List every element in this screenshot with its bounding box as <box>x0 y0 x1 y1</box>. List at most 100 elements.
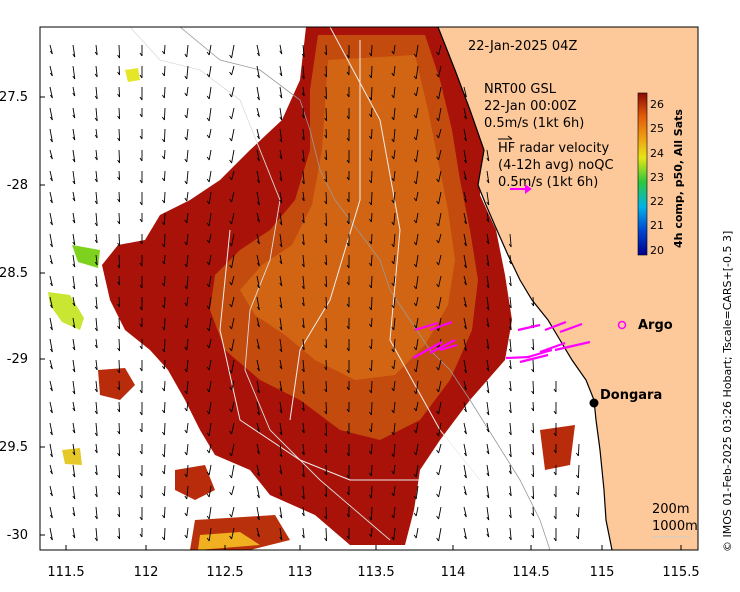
model-current-arrowhead <box>346 71 350 76</box>
model-current-arrow <box>208 149 212 161</box>
model-current-arrow <box>208 107 212 122</box>
model-current-arrowhead <box>162 492 165 497</box>
model-current-arrowhead <box>464 347 467 352</box>
model-current-arrow <box>279 191 283 204</box>
model-current-arrow <box>231 380 235 391</box>
model-current-arrowhead <box>413 495 417 500</box>
model-current-arrowhead <box>279 348 283 353</box>
model-current-arrow <box>95 65 98 78</box>
model-current-arrow <box>186 317 189 329</box>
model-current-arrowhead <box>391 365 395 370</box>
model-current-arrow <box>415 191 419 202</box>
y-tick: -28.5 <box>0 266 28 281</box>
model-current-arrowhead <box>162 409 165 414</box>
model-current-arrow <box>49 44 53 55</box>
model-current-arrow <box>486 422 490 433</box>
model-current-arrowhead <box>346 474 350 479</box>
model-current-arrow <box>256 338 260 350</box>
model-current-arrow <box>532 296 535 307</box>
model-current-arrowhead <box>184 407 188 412</box>
model-current-arrowhead <box>508 514 512 519</box>
model-current-arrowhead <box>72 197 76 202</box>
model-current-arrow <box>509 527 512 541</box>
model-current-arrowhead <box>206 305 210 310</box>
model-current-arrowhead <box>139 494 143 499</box>
model-current-arrow <box>256 380 260 394</box>
model-current-arrow <box>486 401 490 416</box>
model-current-arrowhead <box>413 534 417 539</box>
model-current-arrow <box>438 485 442 498</box>
model-current-arrow <box>509 443 512 458</box>
model-current-arrowhead <box>139 411 143 416</box>
model-current-arrow <box>370 65 373 79</box>
model-current-arrow <box>393 128 396 143</box>
model-current-arrowhead <box>346 115 350 120</box>
model-current-arrowhead <box>162 221 165 226</box>
model-current-arrow <box>302 149 305 163</box>
model-current-arrowhead <box>324 200 327 205</box>
contour-200m <box>179 27 551 550</box>
model-current-arrow <box>95 149 98 161</box>
model-current-arrow <box>231 170 235 181</box>
model-current-arrowhead <box>206 388 210 393</box>
model-current-arrowhead <box>279 199 283 204</box>
model-current-arrow <box>463 464 467 479</box>
model-current-arrow <box>325 485 328 498</box>
model-current-arrowhead <box>464 242 467 247</box>
model-current-arrowhead <box>257 52 260 57</box>
model-current-arrowhead <box>531 429 534 434</box>
model-current-arrowhead <box>117 386 120 391</box>
model-current-arrow <box>72 233 76 246</box>
model-current-arrow <box>370 254 373 267</box>
model-current-arrow <box>438 233 442 244</box>
model-current-arrow <box>208 401 212 415</box>
model-current-arrowhead <box>206 432 210 437</box>
model-current-arrowhead <box>184 302 188 307</box>
model-current-arrow <box>486 485 490 499</box>
model-current-arrow <box>163 443 166 458</box>
model-current-arrowhead <box>206 515 210 520</box>
model-current-arrow <box>370 107 373 118</box>
model-current-arrow <box>302 506 305 517</box>
model-current-arrowhead <box>229 303 232 308</box>
model-current-arrowhead <box>229 513 232 518</box>
model-current-arrowhead <box>464 452 467 457</box>
model-current-arrowhead <box>324 222 327 227</box>
model-current-arrow <box>509 296 512 309</box>
sst-patch-west <box>98 368 135 400</box>
model-current-arrowhead <box>391 243 395 248</box>
model-current-arrow <box>532 506 535 517</box>
model-current-arrowhead <box>162 326 165 331</box>
model-current-arrowhead <box>206 95 210 100</box>
model-current-arrow <box>208 275 212 288</box>
model-current-arrow <box>118 275 121 286</box>
model-current-arrowhead <box>117 535 120 540</box>
model-current-arrow <box>370 86 373 101</box>
model-current-arrow <box>163 401 166 414</box>
model-current-arrowhead <box>464 369 467 374</box>
y-tick: -27.5 <box>0 90 28 105</box>
model-current-arrow <box>370 44 373 57</box>
model-current-arrowhead <box>50 514 53 519</box>
model-current-arrowhead <box>346 220 350 225</box>
model-current-arrowhead <box>413 285 417 290</box>
model-current-arrowhead <box>279 387 283 392</box>
x-tick: 111.5 <box>47 565 84 580</box>
model-current-arrowhead <box>346 513 350 518</box>
model-current-arrow <box>231 275 235 286</box>
model-current-arrowhead <box>117 93 120 98</box>
model-current-arrow <box>279 44 283 55</box>
model-current-arrowhead <box>413 114 417 119</box>
model-current-arrow <box>186 254 189 268</box>
model-current-arrow <box>325 107 328 122</box>
x-tick: 113 <box>288 565 313 580</box>
model-current-arrowhead <box>369 494 372 499</box>
x-tick: 113.5 <box>357 565 394 580</box>
model-current-arrowhead <box>436 73 439 78</box>
model-current-arrowhead <box>301 473 305 478</box>
model-current-arrow <box>325 149 328 161</box>
model-current-arrowhead <box>206 200 210 205</box>
argo-marker <box>617 320 627 330</box>
model-current-arrow <box>72 86 76 97</box>
model-current-arrowhead <box>117 137 120 142</box>
